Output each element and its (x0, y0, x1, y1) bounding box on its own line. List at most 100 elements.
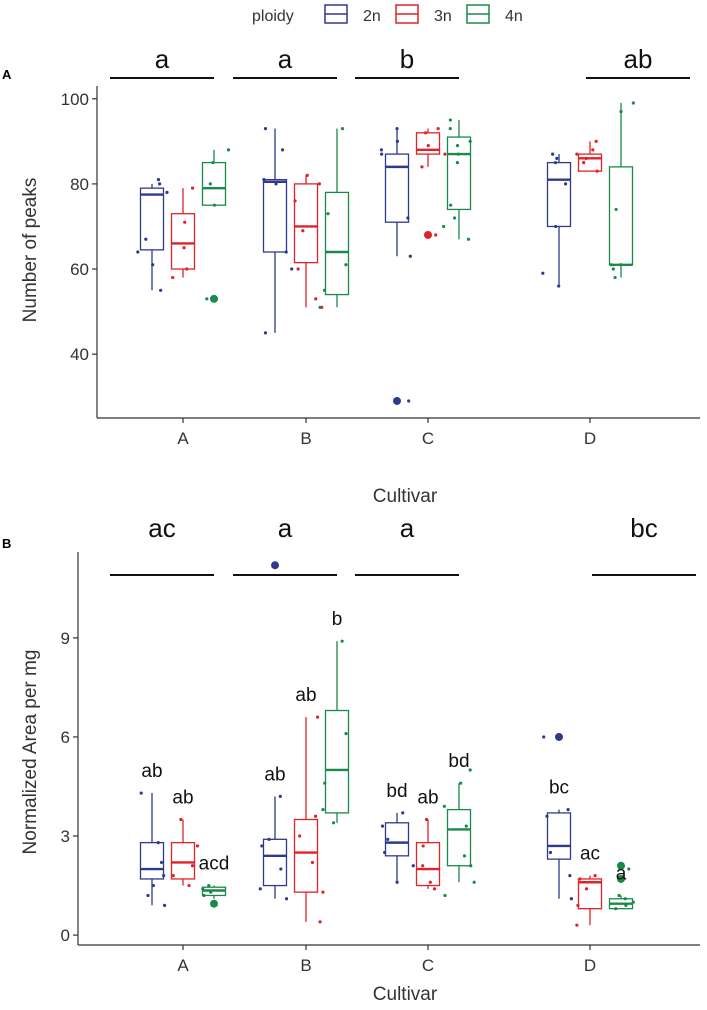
legend-item-2n: 2n (324, 4, 381, 25)
box-4n-B (318, 126, 350, 309)
box-body (577, 878, 603, 910)
data-point (202, 893, 206, 898)
data-point (379, 148, 384, 152)
data-point (156, 841, 160, 845)
box-2n-C (379, 126, 412, 405)
data-point (426, 143, 430, 148)
data-point (301, 229, 305, 233)
box-2n-A: ab (139, 761, 167, 907)
data-point (627, 867, 631, 871)
data-point (179, 817, 183, 822)
data-point (542, 735, 546, 739)
data-point (408, 254, 412, 258)
box-body (262, 178, 288, 253)
data-point (331, 821, 336, 825)
y-tick-label: 100 (61, 90, 89, 109)
data-point (151, 883, 156, 888)
box-letter: b (332, 609, 343, 630)
data-point (436, 126, 440, 131)
box-body (293, 818, 319, 893)
data-point (617, 893, 621, 898)
panel-a-label: A (2, 67, 12, 82)
y-tick-label: 6 (61, 728, 70, 747)
data-point (211, 902, 215, 906)
panel-b-ylabel: Normalized Area per mg (20, 650, 41, 855)
data-point (594, 139, 598, 143)
box-body (446, 136, 472, 211)
data-point (274, 182, 278, 186)
outlier-point (617, 861, 625, 870)
data-point (290, 267, 294, 271)
data-point (187, 883, 191, 888)
data-point (279, 867, 283, 871)
data-point (545, 814, 549, 818)
box-body (384, 153, 410, 223)
data-point (195, 844, 200, 848)
panel-a-xlabel: Cultivar (373, 486, 438, 507)
y-tick-label: 80 (70, 175, 89, 194)
box-letter: a (616, 863, 627, 884)
data-point (455, 161, 459, 165)
data-point (442, 224, 446, 229)
box-letter: ab (264, 764, 285, 785)
box-2n-B (262, 126, 294, 335)
box-2n-B: ab (258, 561, 289, 901)
box-3n-A: ab (170, 788, 200, 888)
data-point (575, 152, 579, 156)
data-point (386, 837, 390, 841)
data-point (267, 837, 271, 841)
box-3n-D (575, 139, 603, 173)
data-point (614, 207, 618, 212)
data-point (159, 860, 164, 865)
box-2n-D: bc (542, 732, 573, 901)
data-point (315, 715, 320, 719)
data-point (609, 263, 613, 267)
data-point (190, 864, 195, 868)
box-letter: bd (448, 751, 469, 772)
data-point (424, 817, 429, 822)
data-point (619, 263, 623, 267)
data-point (407, 399, 411, 403)
data-point (280, 148, 285, 152)
data-point (563, 182, 568, 186)
outlier-point (617, 874, 625, 883)
data-point (205, 297, 209, 301)
data-point (182, 246, 186, 250)
outlier-point (555, 732, 563, 741)
box-body (446, 808, 472, 867)
data-point (305, 173, 309, 177)
data-point (209, 890, 213, 894)
box-body (293, 183, 319, 264)
data-point (326, 212, 330, 216)
data-point (624, 903, 628, 907)
legend-item-4n: 4n (466, 4, 523, 25)
box-4n-A: acd (199, 854, 229, 908)
box-letter: ab (172, 788, 193, 809)
data-point (443, 893, 447, 898)
data-point (569, 897, 573, 901)
data-point (401, 811, 405, 815)
data-point (383, 850, 387, 855)
data-point (185, 267, 189, 271)
data-point (263, 126, 268, 131)
data-point (420, 165, 424, 169)
data-point (593, 874, 597, 878)
box-letter: bd (386, 781, 407, 802)
y-tick-label: 0 (61, 926, 70, 945)
box-3n-C (415, 126, 447, 239)
data-point (432, 887, 437, 891)
x-tick-label: A (177, 956, 189, 975)
data-point (144, 237, 148, 241)
data-point (183, 220, 187, 224)
data-point (318, 305, 322, 309)
data-point (449, 203, 453, 207)
data-point (323, 781, 327, 785)
data-point (317, 182, 321, 186)
data-point (576, 903, 580, 907)
box-2n-D (541, 152, 572, 288)
data-point (208, 182, 212, 186)
box-letter: ab (295, 685, 316, 706)
group-letter: a (278, 513, 293, 543)
group-letter: b (400, 44, 414, 74)
